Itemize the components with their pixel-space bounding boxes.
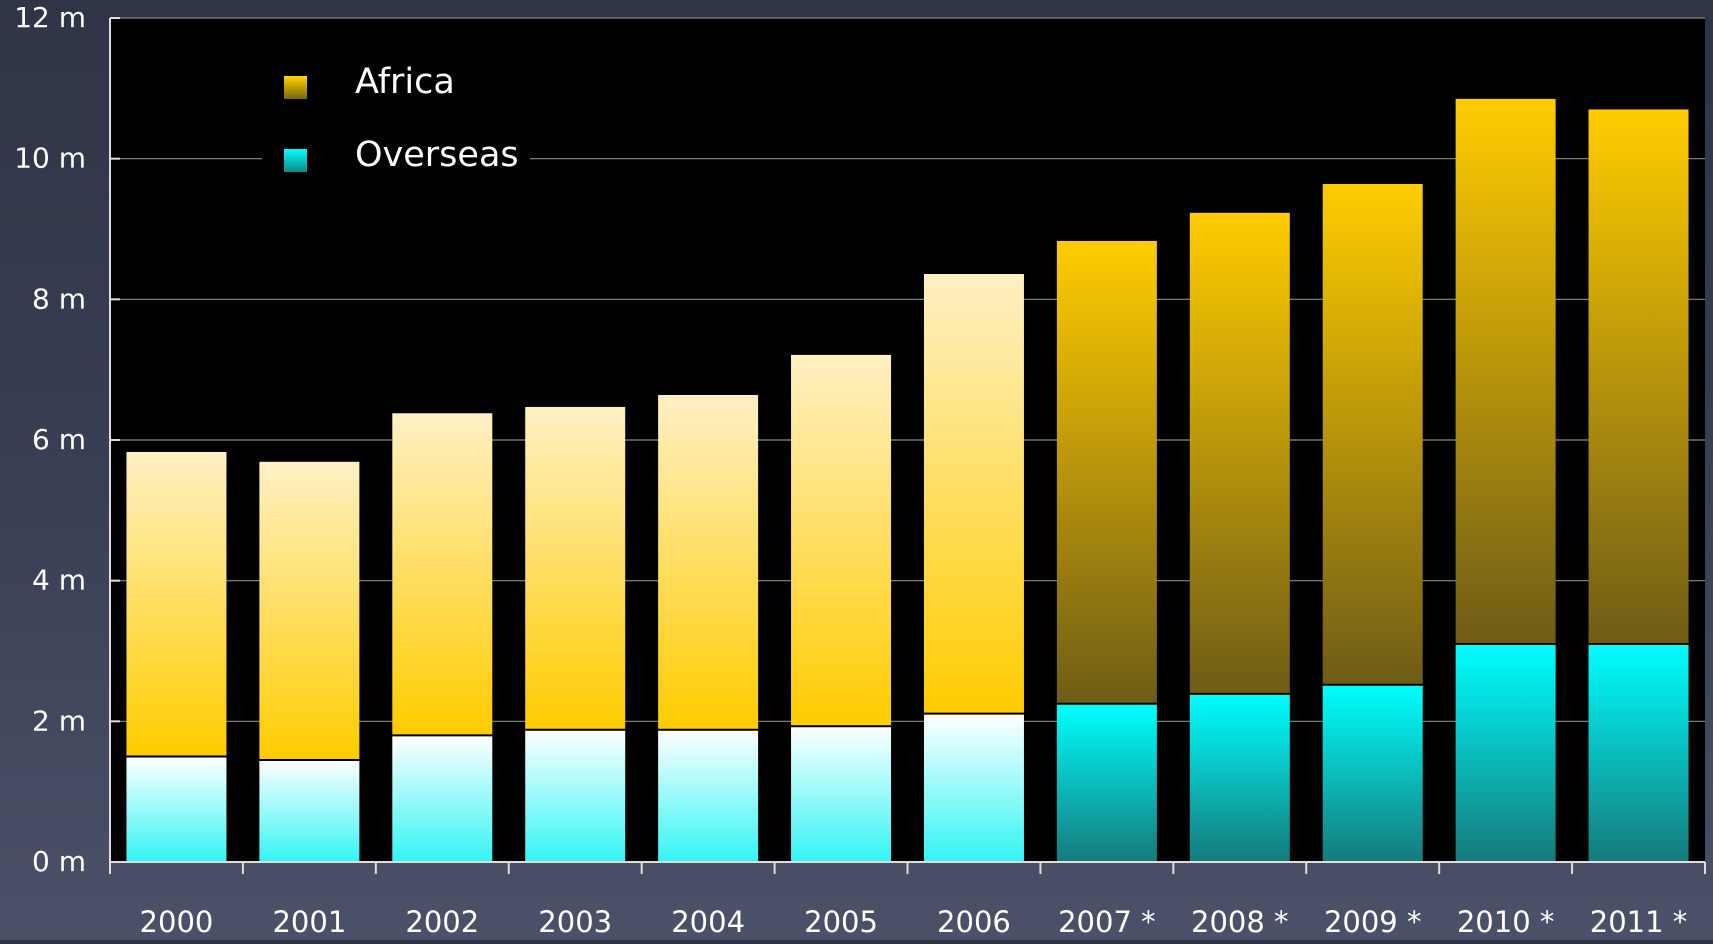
- y-tick-label-10: 10 m: [14, 142, 86, 175]
- x-tick-label-7: 2007 *: [1058, 905, 1156, 939]
- bar-africa-7: [1056, 240, 1157, 704]
- bar-overseas-0: [126, 756, 227, 862]
- y-tick-label-8: 8 m: [32, 282, 86, 315]
- bar-overseas-11: [1588, 643, 1689, 862]
- y-tick-label-2: 2 m: [32, 704, 86, 737]
- legend-label-overseas: Overseas: [355, 135, 519, 175]
- x-tick-label-10: 2010 *: [1457, 905, 1555, 939]
- bar-overseas-6: [923, 713, 1024, 862]
- bar-africa-9: [1322, 183, 1423, 685]
- legend: Africa Overseas: [262, 45, 530, 190]
- bars: [126, 98, 1689, 862]
- x-tick-label-6: 2006: [937, 905, 1011, 939]
- bar-overseas-1: [259, 760, 360, 862]
- x-tick-label-11: 2011 *: [1590, 905, 1688, 939]
- x-tick-label-3: 2003: [538, 905, 612, 939]
- axes: [109, 17, 1706, 874]
- bar-overseas-4: [658, 729, 759, 862]
- bar-overseas-8: [1189, 693, 1290, 862]
- x-tick-label-5: 2005: [804, 905, 878, 939]
- bar-africa-10: [1455, 98, 1556, 644]
- legend-swatch-overseas: [284, 149, 307, 172]
- y-tick-labels: 0 m 2 m 4 m 6 m 8 m 10 m 12 m: [14, 1, 86, 878]
- bar-overseas-5: [791, 726, 892, 862]
- bar-africa-6: [923, 274, 1024, 714]
- bar-africa-5: [791, 354, 892, 727]
- y-tick-label-0: 0 m: [32, 845, 86, 878]
- y-tick-label-12: 12 m: [14, 1, 86, 34]
- bar-africa-2: [392, 413, 493, 736]
- bar-overseas-9: [1322, 684, 1423, 862]
- y-tick-label-4: 4 m: [32, 564, 86, 597]
- bar-africa-8: [1189, 212, 1290, 694]
- x-tick-label-8: 2008 *: [1191, 905, 1289, 939]
- bar-africa-1: [259, 461, 360, 761]
- x-tick-label-9: 2009 *: [1324, 905, 1422, 939]
- x-tick-label-1: 2001: [272, 905, 346, 939]
- legend-label-africa: Africa: [355, 62, 455, 102]
- x-tick-label-4: 2004: [671, 905, 745, 939]
- bar-africa-3: [525, 406, 626, 730]
- bar-overseas-2: [392, 735, 493, 862]
- bar-africa-0: [126, 451, 227, 757]
- y-tick-label-6: 6 m: [32, 423, 86, 456]
- x-tick-label-0: 2000: [140, 905, 214, 939]
- x-tick-label-2: 2002: [405, 905, 479, 939]
- bar-africa-4: [658, 394, 759, 730]
- gridlines: [110, 17, 1705, 722]
- bar-africa-11: [1588, 109, 1689, 644]
- bar-overseas-3: [525, 729, 626, 862]
- bar-overseas-10: [1455, 643, 1556, 862]
- bar-overseas-7: [1056, 703, 1157, 862]
- legend-swatch-africa: [284, 76, 307, 99]
- x-tick-labels: 2000 2001 2002 2003 2004 2005 2006 2007 * 2008 *…: [140, 905, 1688, 939]
